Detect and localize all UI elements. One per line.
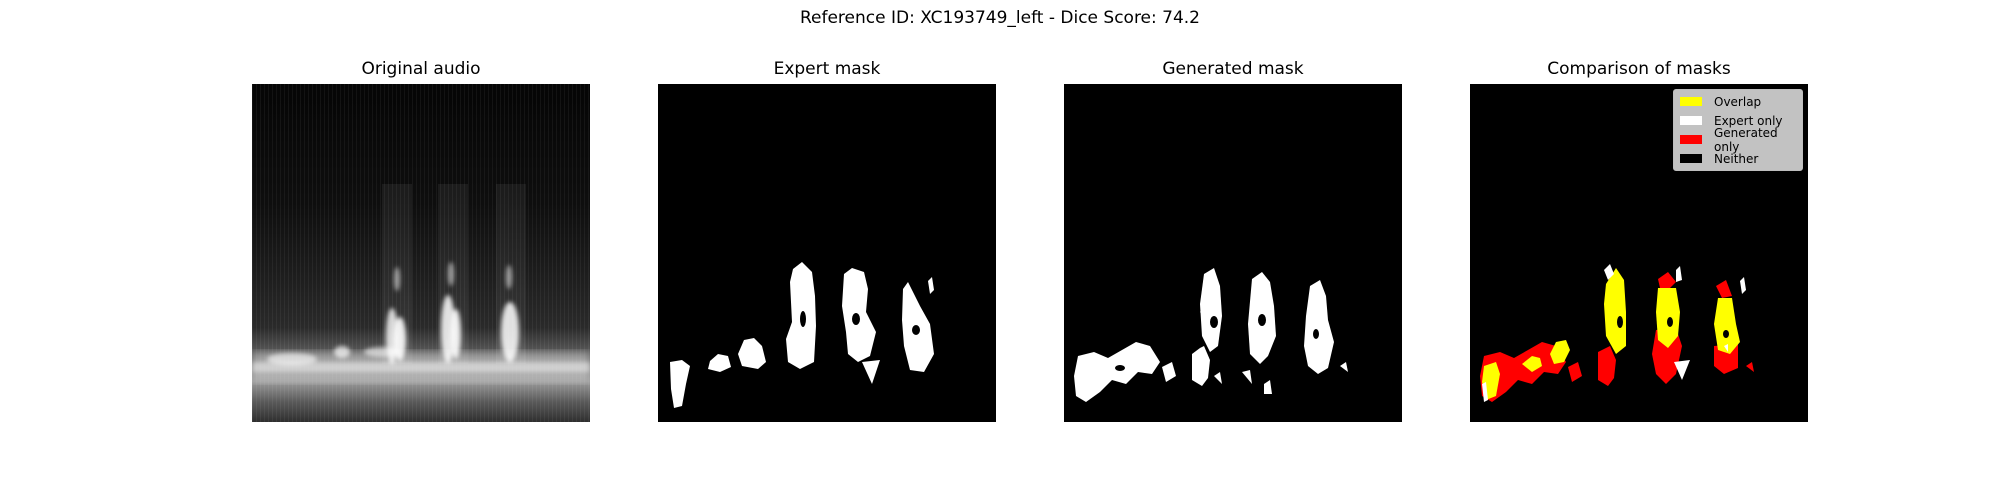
overlap-regions <box>1482 268 1740 400</box>
legend-swatch-expert-only <box>1680 116 1702 125</box>
generated-mask-image <box>1064 84 1402 422</box>
legend-swatch-generated-only <box>1680 135 1702 144</box>
expert-mask-svg <box>670 262 934 408</box>
legend-label-overlap: Overlap <box>1714 94 1762 109</box>
comparison-legend: Overlap Expert only Generated only Neith… <box>1673 89 1803 171</box>
comparison-mask-image: Overlap Expert only Generated only Neith… <box>1470 84 1808 422</box>
legend-swatch-neither <box>1680 154 1702 163</box>
panel-title-expert-mask: Expert mask <box>773 59 881 79</box>
legend-label-generated-only: Generated only <box>1714 125 1778 154</box>
legend-item-neither: Neither <box>1680 149 1796 168</box>
generated-only-regions <box>1480 272 1754 402</box>
expert-mask-image <box>658 84 996 422</box>
legend-label-expert-only: Expert only <box>1714 113 1783 128</box>
legend-item-overlap: Overlap <box>1680 92 1796 111</box>
spectrogram-image <box>252 84 590 422</box>
spectrogram-svg <box>252 84 590 422</box>
legend-label-neither: Neither <box>1714 151 1759 166</box>
expert-only-regions <box>1482 264 1746 402</box>
panel-title-original-audio: Original audio <box>361 59 481 79</box>
legend-item-expert-only: Expert only <box>1680 111 1796 130</box>
comparison-mask-svg <box>1480 264 1754 402</box>
panel-title-comparison: Comparison of masks <box>1547 59 1731 79</box>
generated-mask-svg <box>1074 268 1348 402</box>
panel-title-generated-mask: Generated mask <box>1162 59 1304 79</box>
generated-mask-shapes <box>1074 268 1348 402</box>
legend-item-generated-only: Generated only <box>1680 126 1796 154</box>
expert-mask-shapes <box>670 262 934 408</box>
legend-swatch-overlap <box>1680 97 1702 106</box>
figure-suptitle: Reference ID: XC193749_left - Dice Score… <box>799 8 1200 28</box>
